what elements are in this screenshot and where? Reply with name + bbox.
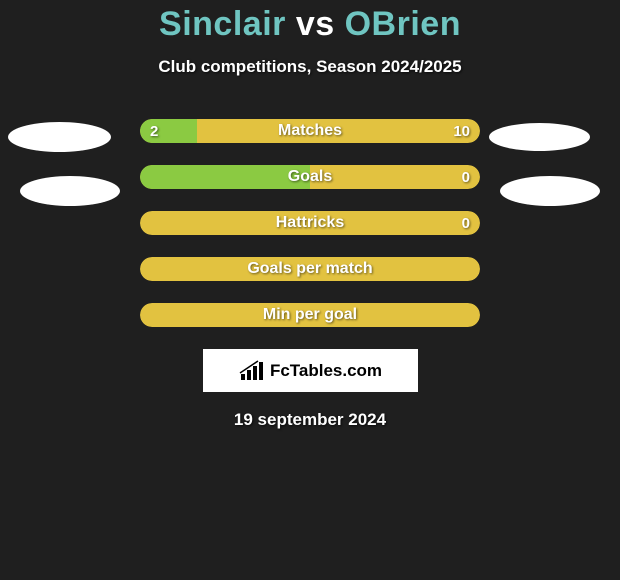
avatar-player2-row1 [489,123,590,151]
stat-bar-fill-left [140,165,310,189]
stat-bar-row: Min per goal [140,303,480,327]
stat-bar-bg [140,211,480,235]
credit-box: FcTables.com [203,349,418,392]
avatar-player1-row1 [8,122,111,152]
stat-bar-bg [140,257,480,281]
comparison-infographic: Sinclair vs OBrien Club competitions, Se… [0,0,620,580]
title-vs: vs [296,6,335,43]
stat-bar-right-value: 10 [443,119,480,143]
credit-text: FcTables.com [270,361,382,381]
stat-bar-right-value: 0 [452,165,480,189]
chart-icon [238,360,266,382]
stat-bar-row: Hattricks0 [140,211,480,235]
date-text: 19 september 2024 [0,410,620,430]
avatar-player1-row2 [20,176,120,206]
title-player2: OBrien [345,6,461,43]
stat-bar-bg [140,303,480,327]
stat-bar-row: Goals0 [140,165,480,189]
stat-bar-right-value: 0 [452,211,480,235]
stat-bar-row: Goals per match [140,257,480,281]
avatar-player2-row2 [500,176,600,206]
title-player1: Sinclair [159,6,286,43]
stat-bar-left-value: 2 [140,119,168,143]
subtitle: Club competitions, Season 2024/2025 [0,57,620,77]
stat-bar-row: Matches210 [140,119,480,143]
stat-bars: Matches210Goals0Hattricks0Goals per matc… [140,119,480,327]
page-title: Sinclair vs OBrien [0,0,620,43]
